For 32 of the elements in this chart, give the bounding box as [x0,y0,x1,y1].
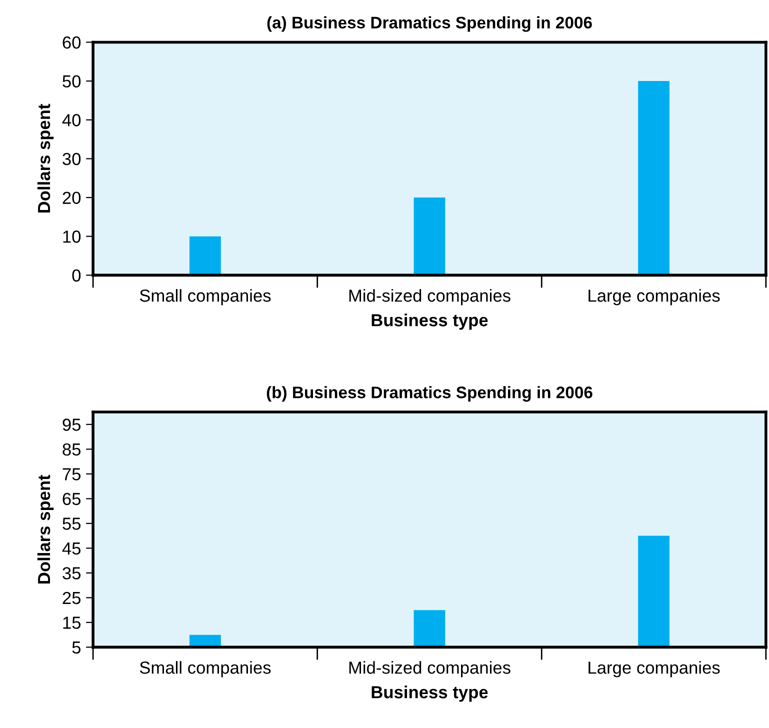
y-tick-label: 15 [63,616,81,629]
y-tick-label: 45 [62,542,81,555]
y-tick-label: 95 [62,418,81,431]
y-tick-label: 0 [72,269,81,282]
y-tick-label: 5 [72,642,81,654]
bar [638,81,670,276]
y-tick-label: 60 [62,36,81,49]
y-tick-label: 50 [62,75,81,88]
bar [414,198,446,276]
y-tick-label: 10 [63,230,81,243]
bar [189,236,221,276]
y-axis-title: Dollars spent [37,474,54,584]
x-axis-title: Business type [372,686,488,702]
y-axis-title: Dollars spent [37,104,54,213]
chart-title: (a) Business Dramatics Spending in 2006 [267,16,592,32]
x-tick-label: Large companies [588,289,720,306]
x-tick-label: Mid-sized companies [349,289,510,306]
x-tick-label: Small companies [140,661,271,678]
y-tick-label: 85 [62,443,81,456]
y-tick-label: 20 [62,192,81,204]
chart-title: (b) Business Dramatics Spending in 2006 [266,386,592,402]
y-tick-label: 25 [62,592,81,604]
y-tick-label: 75 [62,468,81,480]
y-tick-label: 30 [62,152,81,166]
x-tick-label: Large companies [588,661,720,678]
x-tick-label: Small companies [140,289,271,306]
y-tick-label: 55 [62,518,81,530]
y-tick-label: 65 [62,492,81,506]
y-tick-label: 35 [62,567,81,580]
x-axis-title: Business type [372,314,488,330]
x-tick-label: Mid-sized companies [349,661,510,678]
y-tick-label: 40 [62,114,81,126]
